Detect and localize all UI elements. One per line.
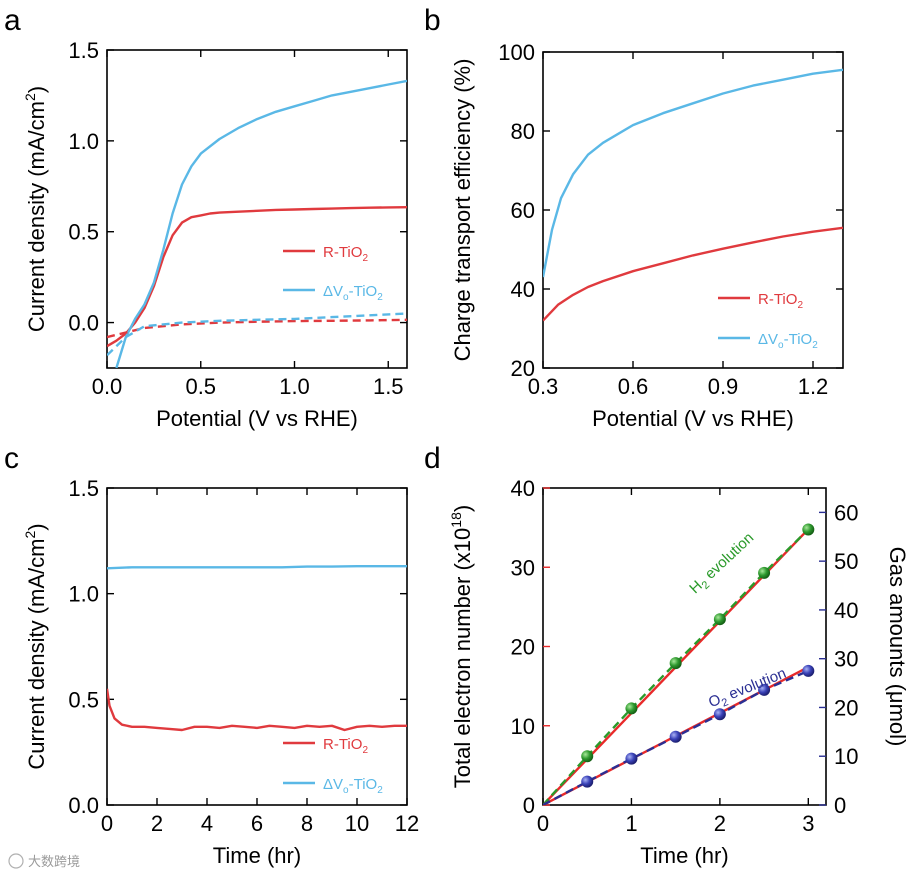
series-line-3 [107,312,407,357]
y-axis-label: Charge transport efficiency (%) [450,59,475,362]
y-tick-label: 0 [523,793,535,818]
data-point-1-4 [713,613,726,626]
x-tick-label: 0.3 [528,374,559,399]
x-tick-label: 1 [625,811,637,836]
y-tick-label: 40 [511,476,535,501]
data-point-3-2 [625,752,638,765]
series-line-0 [107,206,407,348]
panel-letter-b: b [424,4,441,37]
data-point-3-5 [758,683,771,696]
y2-axis-label: Gas amounts (μmol) [885,547,910,747]
x-tick-label: 0.0 [92,374,123,399]
x-axis-label: Potential (V vs RHE) [592,406,794,431]
y2-tick-label: 40 [834,598,858,623]
plot-frame [542,51,844,369]
x-tick-label: 8 [301,811,313,836]
plot-frame [106,487,408,806]
x-axis-label: Potential (V vs RHE) [156,406,358,431]
chart-panel-a: 0.0 0.5 1.0 1.5 0.0 0.5 1.0 1.5 Potential (V vs … [22,38,408,431]
x-tick-label: 0.9 [708,374,739,399]
x-tick-label: 2 [714,811,726,836]
watermark-logo-icon [8,853,24,869]
legend-label-0: R-TiO2 [323,736,368,756]
x-tick-label: 6 [251,811,263,836]
y-axis-label: Total electron number (x1018) [448,505,475,788]
panel-letter-c: c [4,442,19,475]
data-point-3-3 [669,730,682,743]
chart-panel-b: 0.3 0.6 0.9 1.2 20 40 60 80 100 Potential (V vs R… [450,40,844,431]
legend-label-1: ΔVo-TiO2 [758,331,818,351]
x-tick-label: 0 [101,811,113,836]
data-point-1-5 [758,566,771,579]
data-point-1-1 [581,750,594,763]
panel-letter-d: d [424,442,441,475]
legend-label-0: R-TiO2 [323,244,368,264]
series-line-0 [543,226,843,322]
y2-tick-label: 0 [834,793,846,818]
data-point-3-4 [713,708,726,721]
x-tick-label: 1.0 [279,374,310,399]
series-line-0 [107,688,407,732]
series-line-1 [107,565,407,570]
series-line-1 [115,79,407,368]
annotation-1: O2 evolution [706,665,790,714]
legend-label-1: ΔVo-TiO2 [323,776,383,796]
plot-frame [106,49,408,369]
x-tick-label: 0.5 [185,374,216,399]
y-tick-label: 0.5 [68,687,99,712]
y-tick-label: 0.5 [68,220,99,245]
x-tick-label: 4 [201,811,213,836]
x-tick-label: 3 [802,811,814,836]
y-tick-label: 0.0 [68,311,99,336]
panel-letter-a: a [4,4,21,37]
series-line-1 [543,68,843,278]
y-tick-label: 80 [511,119,535,144]
y2-tick-label: 30 [834,647,858,672]
y-axis-label: Current density (mA/cm2) [22,86,49,332]
y-tick-label: 100 [498,40,535,65]
annotation-0: H2 evolution [686,529,759,599]
y-tick-label: 10 [511,714,535,739]
data-point-3-6 [802,664,815,677]
x-tick-label: 0 [537,811,549,836]
y-tick-label: 0.0 [68,793,99,818]
y-tick-label: 40 [511,277,535,302]
y2-tick-label: 20 [834,695,858,720]
x-tick-label: 0.6 [618,374,649,399]
x-axis-label: Time (hr) [213,843,301,868]
x-tick-label: 10 [345,811,369,836]
data-point-1-3 [669,657,682,670]
x-tick-label: 2 [151,811,163,836]
y-tick-label: 1.0 [68,129,99,154]
data-point-1-6 [802,523,815,536]
y2-tick-label: 50 [834,549,858,574]
x-axis-label: Time (hr) [640,843,728,868]
data-point-1-2 [625,702,638,715]
y-tick-label: 30 [511,555,535,580]
watermark-text: 大数跨境 [28,854,80,869]
watermark: 大数跨境 [8,853,80,869]
y2-tick-label: 10 [834,744,858,769]
x-tick-label: 1.5 [373,374,404,399]
y-tick-label: 20 [511,356,535,381]
series-line-2 [107,318,407,339]
y-axis-label: Current density (mA/cm2) [22,523,49,769]
legend-label-0: R-TiO2 [758,291,803,311]
y-tick-label: 1.5 [68,38,99,63]
y-tick-label: 1.0 [68,582,99,607]
x-tick-label: 12 [395,811,419,836]
y-tick-label: 20 [511,635,535,660]
data-point-3-1 [581,775,594,788]
y-tick-label: 1.5 [68,476,99,501]
chart-panel-c: 0 2 4 6 8 10 12 0.0 0.5 1.0 1.5 Time (hr) Current de… [22,476,419,868]
y2-tick-label: 60 [834,500,858,525]
x-tick-label: 1.2 [798,374,829,399]
legend-label-1: ΔVo-TiO2 [323,283,383,303]
y-tick-label: 60 [511,198,535,223]
